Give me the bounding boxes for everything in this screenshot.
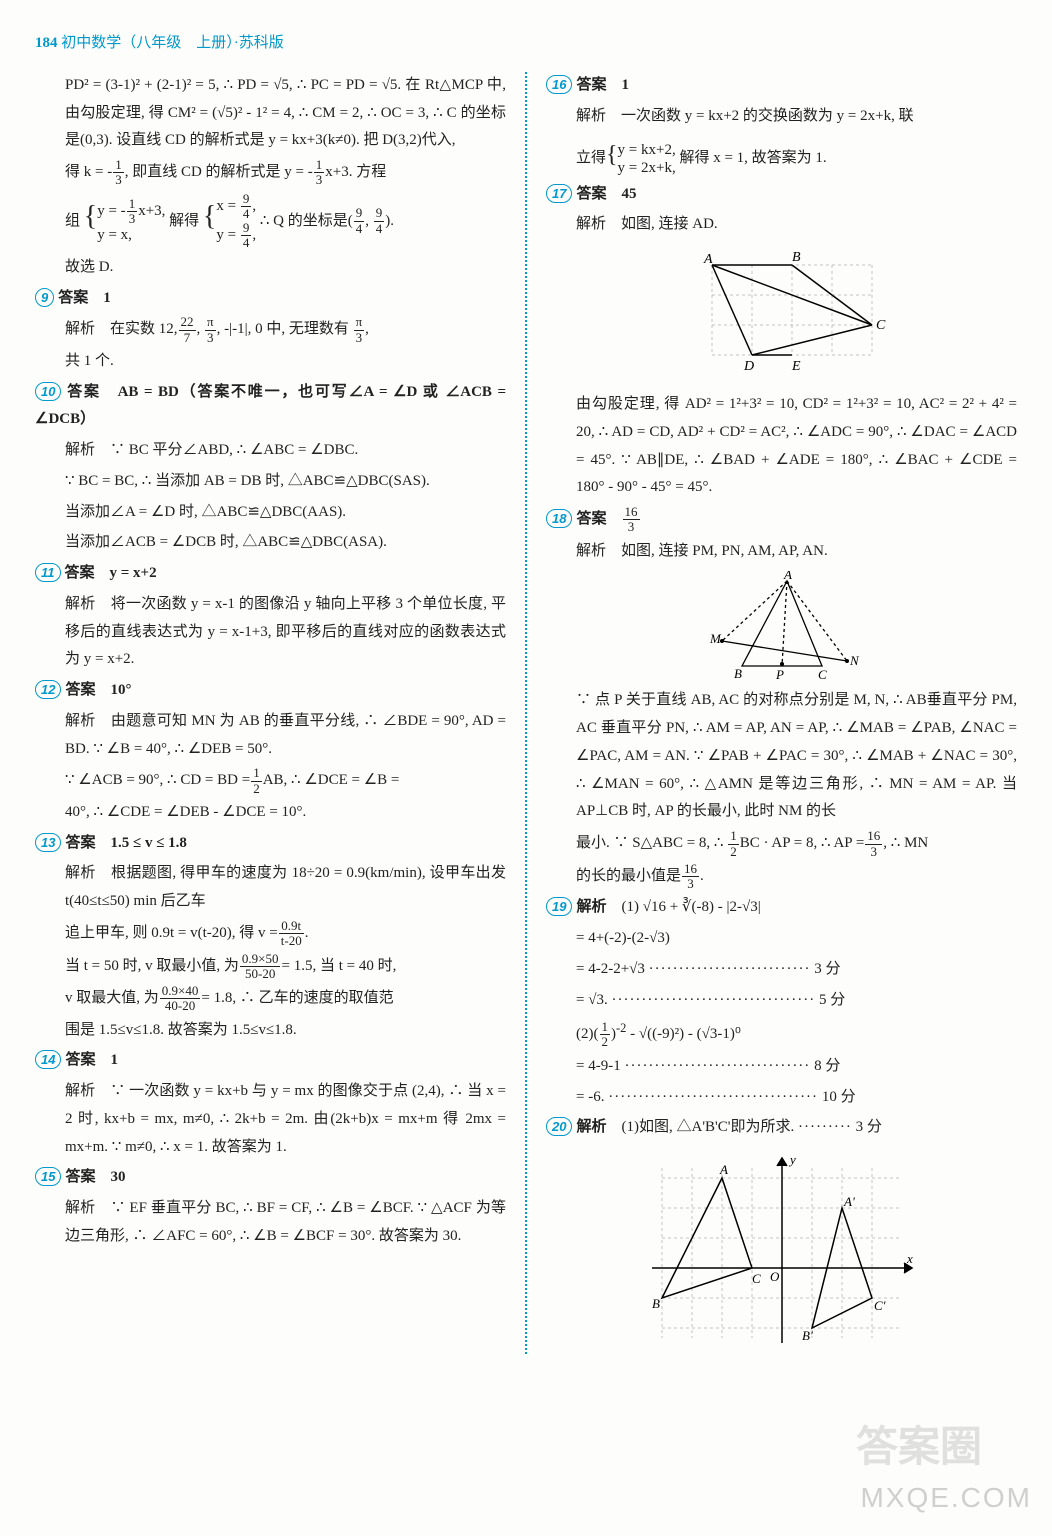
equation-system: 组 {y = -13x+3,y = x, 解得 {x = 94,y = 94, … bbox=[35, 191, 506, 251]
explanation: 围是 1.5≤v≤1.8. 故答案为 1.5≤v≤1.8. bbox=[35, 1017, 506, 1045]
left-column: PD² = (3-1)² + (2-1)² = 5, ∴ PD = √5, ∴ … bbox=[35, 72, 506, 1354]
column-divider bbox=[525, 72, 527, 1354]
question-number: 19 bbox=[546, 897, 572, 916]
svg-text:B: B bbox=[792, 250, 801, 265]
svg-text:C': C' bbox=[874, 1298, 886, 1313]
step: = -6. ··································… bbox=[546, 1084, 1017, 1112]
diagram-17: A B C D E bbox=[672, 245, 892, 385]
question-number: 14 bbox=[35, 1050, 61, 1069]
step: (2)(12)-2 - √((-9)²) - (√3-1)⁰ bbox=[546, 1017, 1017, 1049]
svg-text:C: C bbox=[876, 318, 886, 333]
explanation: 由勾股定理, 得 AD² = 1²+3² = 10, CD² = 1²+3² =… bbox=[546, 391, 1017, 502]
svg-text:A: A bbox=[719, 1162, 728, 1177]
diagram-20: A B C A' B' C' O x y bbox=[642, 1148, 922, 1348]
step: = 4-2-2+√3 ··························· 3… bbox=[546, 956, 1017, 984]
svg-text:B: B bbox=[734, 666, 742, 681]
step: = √3. ··································… bbox=[546, 987, 1017, 1015]
svg-text:D: D bbox=[743, 359, 754, 374]
svg-text:P: P bbox=[775, 667, 784, 681]
explanation: 解析 如图, 连接 AD. bbox=[546, 211, 1017, 239]
explanation: v 取最大值, 为0.9×4040-20= 1.8, ∴ 乙车的速度的取值范 bbox=[35, 984, 506, 1014]
diagram-18: A M B P C N bbox=[692, 571, 872, 681]
explanation: ∵ ∠ACB = 90°, ∴ CD = BD =12AB, ∴ ∠DCE = … bbox=[35, 766, 506, 796]
question-number: 16 bbox=[546, 75, 572, 94]
explanation: 共 1 个. bbox=[35, 348, 506, 376]
watermark-url: MXQE.COM bbox=[860, 1472, 1032, 1524]
explanation: 的长的最小值是163. bbox=[546, 862, 1017, 892]
fraction: 13 bbox=[113, 158, 124, 188]
explanation: 解析 ∵ 一次函数 y = kx+b 与 y = mx 的图像交于点 (2,4)… bbox=[35, 1078, 506, 1161]
svg-text:C: C bbox=[818, 667, 827, 681]
answer-14: 14答案 1 bbox=[35, 1047, 506, 1075]
solution-text: 得 k = -13, 即直线 CD 的解析式是 y = -13x+3. 方程 bbox=[35, 158, 506, 188]
question-number: 15 bbox=[35, 1167, 61, 1186]
question-number: 9 bbox=[35, 288, 54, 307]
explanation: 追上甲车, 则 0.9t = v(t-20), 得 v =0.9tt-20. bbox=[35, 919, 506, 949]
explanation: 当 t = 50 时, v 取最小值, 为0.9×5050-20= 1.5, 当… bbox=[35, 952, 506, 982]
answer-20: 20解析 (1)如图, △A'B'C'即为所求. ········· 3 分 bbox=[546, 1114, 1017, 1142]
svg-text:E: E bbox=[791, 359, 801, 374]
explanation: 解析 如图, 连接 PM, PN, AM, AP, AN. bbox=[546, 538, 1017, 566]
answer-13: 13答案 1.5 ≤ v ≤ 1.8 bbox=[35, 830, 506, 858]
fraction: 13 bbox=[314, 158, 325, 188]
conclusion: 故选 D. bbox=[35, 254, 506, 282]
page-header: 184 初中数学（八年级 上册）·苏科版 bbox=[35, 30, 1017, 58]
explanation: 最小. ∵ S△ABC = 8, ∴ 12BC · AP = 8, ∴ AP =… bbox=[546, 829, 1017, 859]
question-number: 18 bbox=[546, 509, 572, 528]
svg-text:A: A bbox=[783, 571, 792, 582]
question-number: 12 bbox=[35, 680, 61, 699]
answer-9: 9答案 1 bbox=[35, 285, 506, 313]
svg-text:x: x bbox=[906, 1251, 913, 1266]
question-number: 17 bbox=[546, 184, 572, 203]
question-number: 11 bbox=[35, 563, 61, 582]
question-number: 10 bbox=[35, 382, 61, 401]
question-number: 20 bbox=[546, 1117, 572, 1136]
answer-19: 19解析 (1) √16 + ∛(-8) - |2-√3| bbox=[546, 894, 1017, 922]
svg-text:M: M bbox=[709, 631, 722, 646]
explanation: 解析 ∵ BC 平分∠ABD, ∴ ∠ABC = ∠DBC. bbox=[35, 437, 506, 465]
question-number: 13 bbox=[35, 833, 61, 852]
explanation: 解析 将一次函数 y = x-1 的图像沿 y 轴向上平移 3 个单位长度, 平… bbox=[35, 591, 506, 674]
svg-text:B: B bbox=[652, 1296, 660, 1311]
page-number: 184 bbox=[35, 35, 58, 51]
explanation: 解析 在实数 12,227, π3, -|-1|, 0 中, 无理数有 π3, bbox=[35, 315, 506, 345]
answer-15: 15答案 30 bbox=[35, 1164, 506, 1192]
explanation: ∵ 点 P 关于直线 AB, AC 的对称点分别是 M, N, ∴ AB垂直平分… bbox=[546, 687, 1017, 826]
answer-11: 11答案 y = x+2 bbox=[35, 560, 506, 588]
explanation: ∵ BC = BC, ∴ 当添加 AB = DB 时, △ABC≌△DBC(SA… bbox=[35, 468, 506, 496]
explanation: 当添加∠A = ∠D 时, △ABC≌△DBC(AAS). bbox=[35, 499, 506, 527]
answer-17: 17答案 45 bbox=[546, 181, 1017, 209]
answer-16: 16答案 1 bbox=[546, 72, 1017, 100]
answer-12: 12答案 10° bbox=[35, 677, 506, 705]
explanation: 解析 ∵ EF 垂直平分 BC, ∴ BF = CF, ∴ ∠B = ∠BCF.… bbox=[35, 1195, 506, 1251]
explanation: 40°, ∴ ∠CDE = ∠DEB - ∠DCE = 10°. bbox=[35, 799, 506, 827]
explanation: 解析 根据题图, 得甲车的速度为 18÷20 = 0.9(km/min), 设甲… bbox=[35, 860, 506, 916]
answer-10: 10答案 AB = BD（答案不唯一，也可写∠A = ∠D 或 ∠ACB = ∠… bbox=[35, 379, 506, 435]
book-title: 初中数学（八年级 上册）·苏科版 bbox=[61, 35, 284, 51]
svg-text:y: y bbox=[788, 1152, 796, 1167]
svg-text:N: N bbox=[849, 653, 860, 668]
explanation: 解析 一次函数 y = kx+2 的交换函数为 y = 2x+k, 联 bbox=[546, 103, 1017, 131]
explanation: 解析 由题意可知 MN 为 AB 的垂直平分线, ∴ ∠BDE = 90°, A… bbox=[35, 708, 506, 764]
step: = 4-9-1 ······························· … bbox=[546, 1053, 1017, 1081]
svg-text:A: A bbox=[703, 252, 713, 267]
explanation: 当添加∠ACB = ∠DCB 时, △ABC≌△DBC(ASA). bbox=[35, 529, 506, 557]
content-columns: PD² = (3-1)² + (2-1)² = 5, ∴ PD = √5, ∴ … bbox=[35, 72, 1017, 1354]
svg-text:B': B' bbox=[802, 1328, 813, 1343]
right-column: 16答案 1 解析 一次函数 y = kx+2 的交换函数为 y = 2x+k,… bbox=[546, 72, 1017, 1354]
svg-text:O: O bbox=[770, 1269, 780, 1284]
explanation: 立得{y = kx+2,y = 2x+k, 解得 x = 1, 故答案为 1. bbox=[546, 133, 1017, 177]
svg-text:C: C bbox=[752, 1271, 761, 1286]
step: = 4+(-2)-(2-√3) bbox=[546, 925, 1017, 953]
solution-text: PD² = (3-1)² + (2-1)² = 5, ∴ PD = √5, ∴ … bbox=[35, 72, 506, 155]
answer-18: 18答案 163 bbox=[546, 505, 1017, 535]
svg-text:A': A' bbox=[843, 1194, 855, 1209]
